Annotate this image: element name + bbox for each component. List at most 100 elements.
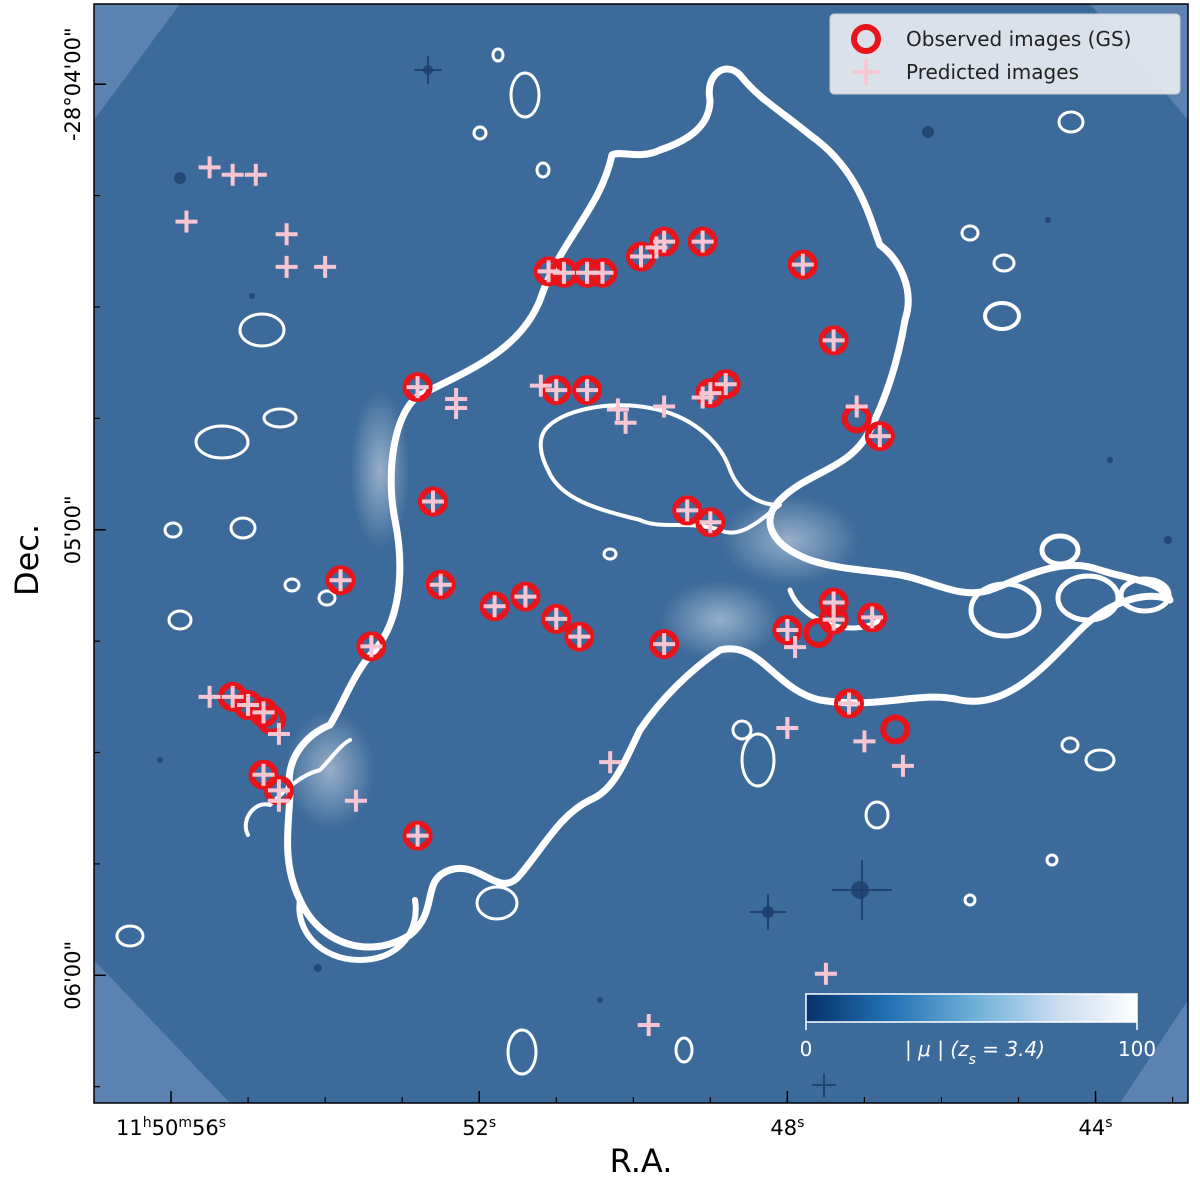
observed-image-marker-16 [417, 486, 448, 517]
predicted-images-layer [175, 156, 914, 1037]
predicted-image-marker-63 [637, 1014, 660, 1037]
predicted-image-marker-35 [429, 573, 452, 596]
predicted-image-marker-60 [344, 789, 367, 812]
predicted-image-marker-41 [776, 618, 799, 641]
predicted-image-marker-4 [275, 223, 298, 246]
observed-image-marker-32 [217, 681, 248, 712]
predicted-image-marker-2 [244, 163, 267, 186]
observed-image-marker-40 [402, 820, 433, 851]
observed-image-marker-26 [772, 614, 803, 645]
predicted-image-marker-42 [784, 636, 807, 659]
colorbar-min-label: 0 [800, 1037, 813, 1061]
predicted-image-marker-21 [545, 379, 568, 402]
predicted-image-marker-36 [483, 595, 506, 618]
observed-image-marker-33 [233, 689, 264, 720]
observed-image-marker-5 [649, 226, 680, 257]
predicted-image-marker-48 [221, 685, 244, 708]
observed-image-marker-35 [256, 704, 287, 735]
observed-image-marker-38 [248, 759, 279, 790]
predicted-image-marker-11 [630, 245, 652, 268]
predicted-image-marker-17 [406, 376, 429, 399]
predicted-image-marker-51 [267, 722, 290, 745]
legend: Observed images (GS) Predicted images [829, 13, 1181, 95]
y-tick-label-2: 06'00" [61, 941, 85, 1010]
predicted-image-marker-32 [676, 499, 699, 522]
predicted-image-marker-1 [221, 163, 244, 186]
predicted-image-marker-6 [314, 255, 337, 278]
predicted-image-marker-54 [838, 692, 861, 715]
predicted-image-marker-47 [198, 685, 221, 708]
colorbar-max-label: 100 [1118, 1037, 1156, 1061]
predicted-image-marker-15 [791, 253, 814, 276]
legend-box [829, 13, 1181, 95]
predicted-image-marker-5 [275, 255, 298, 278]
predicted-image-marker-38 [545, 607, 568, 630]
x-tick-label-2: 48s [770, 1115, 804, 1140]
legend-predicted-label: Predicted images [906, 60, 1079, 84]
observed-image-marker-10 [541, 375, 572, 406]
predicted-image-marker-29 [845, 395, 868, 418]
observed-image-marker-9 [402, 372, 433, 403]
colorbar: 0 100 | μ | (zs = 3.4) [800, 993, 1156, 1068]
observed-image-marker-7 [787, 249, 818, 280]
predicted-image-marker-39 [568, 625, 591, 648]
observed-image-marker-15 [864, 421, 895, 452]
predicted-image-marker-62 [814, 962, 837, 985]
observed-image-marker-11 [572, 375, 603, 406]
plot-area [94, 4, 1188, 1103]
legend-predicted-marker [853, 59, 879, 85]
observed-image-marker-17 [672, 495, 703, 526]
predicted-image-marker-50 [252, 701, 275, 724]
predicted-image-marker-23 [606, 398, 629, 421]
observed-image-marker-13 [710, 369, 741, 400]
observed-image-marker-37 [880, 714, 911, 745]
legend-observed-marker [851, 24, 881, 54]
predicted-image-marker-56 [891, 754, 914, 777]
x-tick-label-3: 44s [1079, 1115, 1113, 1140]
predicted-image-marker-24 [614, 411, 637, 434]
observed-image-marker-21 [479, 591, 510, 622]
observed-image-marker-25 [649, 629, 680, 660]
predicted-image-marker-20 [529, 374, 552, 397]
predicted-image-marker-27 [699, 382, 722, 405]
predicted-image-marker-31 [421, 490, 444, 513]
colorbar-title: | μ | (zs = 3.4) [905, 1037, 1045, 1068]
predicted-image-marker-14 [691, 230, 714, 253]
predicted-image-marker-16 [822, 329, 845, 352]
x-tick-label-1: 52s [462, 1115, 496, 1140]
observed-image-marker-6 [687, 226, 718, 257]
observed-image-marker-31 [356, 631, 387, 662]
predicted-image-marker-49 [237, 693, 260, 716]
observed-image-marker-23 [541, 603, 572, 634]
predicted-image-marker-34 [329, 569, 352, 592]
magnification-map-background [94, 4, 1188, 1103]
predicted-image-marker-37 [514, 585, 537, 608]
background-galaxies [157, 65, 1172, 1003]
predicted-image-marker-22 [576, 379, 599, 402]
predicted-image-marker-8 [552, 261, 575, 284]
star-spikes [414, 56, 892, 1097]
predicted-image-marker-45 [861, 606, 884, 629]
observed-image-marker-36 [834, 688, 865, 719]
predicted-image-marker-46 [360, 635, 383, 658]
observed-image-marker-34 [248, 697, 279, 728]
predicted-image-marker-0 [198, 156, 221, 179]
y-tick-label-0: -28°04'00" [61, 27, 85, 141]
predicted-image-marker-61 [406, 824, 429, 847]
axes-frame [93, 3, 1189, 1104]
y-axis-title: Dec. [8, 524, 46, 596]
observed-image-marker-20 [425, 569, 456, 600]
predicted-image-marker-59 [267, 789, 290, 812]
inner-critical-curve [538, 403, 782, 535]
observed-image-marker-4 [626, 241, 656, 272]
outer-critical-curve [284, 65, 1174, 951]
predicted-image-marker-40 [653, 633, 676, 656]
x-axis-title: R.A. [610, 1142, 673, 1180]
observed-image-marker-22 [510, 581, 541, 612]
predicted-image-marker-30 [868, 425, 891, 448]
predicted-image-marker-52 [599, 751, 622, 774]
predicted-image-marker-33 [699, 511, 722, 534]
predicted-image-marker-53 [776, 717, 799, 740]
predicted-image-marker-28 [714, 373, 737, 396]
